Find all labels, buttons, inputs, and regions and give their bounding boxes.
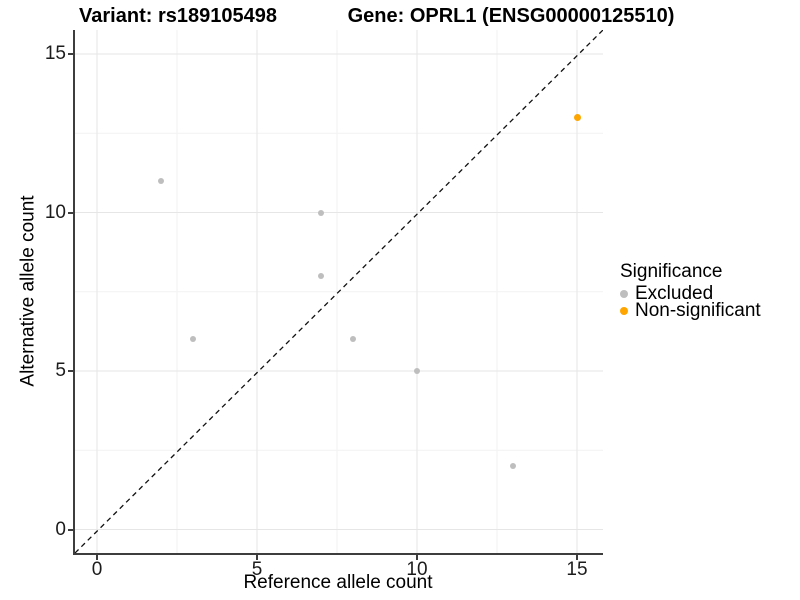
x-tick-label: 10 — [406, 559, 428, 580]
variant-title: Variant: rs189105498 — [79, 5, 277, 27]
gene-title: Gene: OPRL1 (ENSG00000125510) — [347, 5, 675, 27]
plot-area-svg — [75, 30, 603, 553]
legend-items: Excluded Non-significant — [620, 283, 761, 321]
y-tick-mark — [68, 53, 73, 55]
legend-item-non-significant: Non-significant — [620, 300, 761, 321]
x-tick-mark — [256, 555, 258, 560]
y-tick-label: 10 — [44, 201, 66, 223]
x-axis-title: Reference allele count — [243, 572, 433, 593]
data-point-non-significant — [573, 113, 581, 121]
data-point-excluded — [510, 463, 516, 470]
x-tick-label: 15 — [566, 559, 588, 580]
x-tick-mark — [416, 555, 418, 560]
y-tick-mark — [68, 211, 73, 214]
legend-dot-icon — [620, 306, 628, 315]
identity-dashed-line — [75, 30, 603, 553]
legend-item-excluded: Excluded — [620, 283, 761, 304]
y-tick-label: 5 — [55, 360, 66, 381]
data-point-excluded — [318, 209, 324, 216]
legend-item-label: Non-significant — [635, 300, 761, 321]
legend-title: Significance — [620, 261, 723, 282]
x-tick-mark — [576, 555, 578, 560]
y-tick-mark — [68, 370, 73, 372]
data-point-excluded — [190, 336, 196, 343]
legend-dot-icon — [620, 289, 628, 298]
legend-item-label: Excluded — [635, 283, 714, 304]
data-point-excluded — [318, 272, 324, 279]
data-point-excluded — [350, 336, 356, 343]
plot-panel — [73, 30, 603, 555]
legend: Significance Excluded Non-significant — [620, 261, 761, 321]
x-tick-label: 0 — [91, 559, 103, 580]
y-tick-label: 15 — [44, 43, 66, 64]
x-tick-mark — [96, 555, 98, 560]
y-tick-mark — [68, 528, 73, 531]
data-point-excluded — [414, 368, 420, 374]
data-point-excluded — [158, 177, 164, 184]
y-axis-title: Alternative allele count — [17, 195, 39, 387]
y-tick-label: 0 — [55, 518, 66, 540]
x-tick-label: 5 — [251, 559, 263, 580]
